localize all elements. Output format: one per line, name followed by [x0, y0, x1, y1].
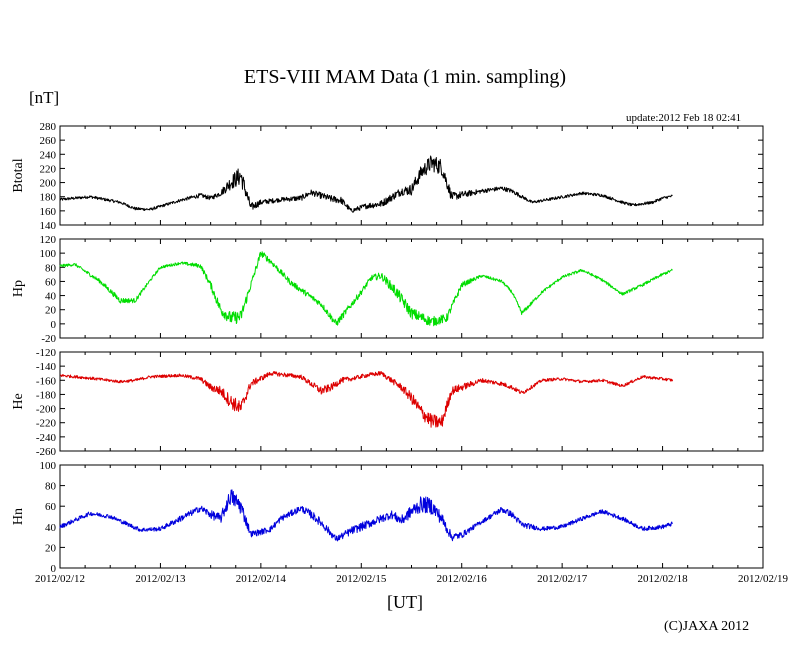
x-tick-label: 2012/02/17 — [537, 573, 588, 585]
update-timestamp: update:2012 Feb 18 02:41 — [626, 112, 742, 124]
series-line-btotal — [59, 155, 673, 213]
x-tick-label: 2012/02/14 — [236, 573, 287, 585]
copyright-notice: (C)JAXA 2012 — [664, 619, 750, 634]
x-axis-label: [UT] — [387, 592, 423, 612]
y-tick-label: 40 — [45, 522, 57, 534]
y-tick-label: 80 — [45, 481, 57, 493]
y-tick-label: 280 — [40, 121, 57, 133]
x-tick-label: 2012/02/16 — [437, 573, 488, 585]
y-tick-label: 200 — [40, 178, 57, 190]
y-tick-label: -240 — [36, 432, 57, 444]
y-tick-label: 140 — [40, 220, 57, 232]
y-tick-label: 40 — [45, 291, 57, 303]
y-tick-label: -220 — [36, 418, 57, 430]
y-tick-label: 0 — [51, 319, 57, 331]
y-axis-label-he: He — [11, 393, 26, 409]
y-tick-label: 100 — [40, 248, 57, 260]
y-tick-label: 120 — [40, 234, 57, 246]
y-tick-label: -180 — [36, 389, 57, 401]
x-tick-label: 2012/02/15 — [336, 573, 387, 585]
y-tick-label: 0 — [51, 563, 57, 575]
y-tick-label: -120 — [36, 347, 57, 359]
y-tick-label: 260 — [40, 135, 57, 147]
y-tick-label: 100 — [40, 460, 57, 472]
x-tick-label: 2012/02/13 — [135, 573, 186, 585]
y-tick-label: -260 — [36, 446, 57, 458]
y-axis-label-hp: Hp — [11, 280, 26, 297]
chart-title: ETS-VIII MAM Data (1 min. sampling) — [243, 66, 567, 88]
y-tick-label: -160 — [36, 375, 57, 387]
panel-frame-btotal — [59, 125, 764, 226]
panel-frame-hp — [59, 238, 764, 339]
y-tick-label: 180 — [40, 192, 57, 204]
y-tick-label: 80 — [45, 262, 57, 274]
y-tick-label: -200 — [36, 404, 57, 416]
y-tick-label: 20 — [45, 542, 57, 554]
panel-frame-hn — [59, 464, 764, 569]
y-tick-label: 160 — [40, 206, 57, 218]
y-tick-label: 60 — [45, 276, 57, 288]
y-tick-label: 220 — [40, 163, 57, 175]
x-tick-label: 2012/02/18 — [638, 573, 689, 585]
y-tick-label: -20 — [41, 333, 56, 345]
series-line-he — [59, 371, 674, 428]
y-tick-label: -140 — [36, 361, 57, 373]
y-axis-label-hn: Hn — [11, 508, 26, 525]
x-tick-label: 2012/02/12 — [35, 573, 85, 585]
series-line-hp — [59, 251, 673, 327]
y-tick-label: 60 — [45, 501, 57, 513]
x-tick-label: 2012/02/19 — [738, 573, 789, 585]
y-tick-label: 240 — [40, 149, 57, 161]
panel-frame-he — [59, 351, 764, 452]
y-tick-label: 20 — [45, 305, 57, 317]
unit-label: [nT] — [29, 88, 60, 107]
series-line-hn — [59, 489, 673, 542]
y-axis-label-btotal: Btotal — [11, 158, 26, 192]
